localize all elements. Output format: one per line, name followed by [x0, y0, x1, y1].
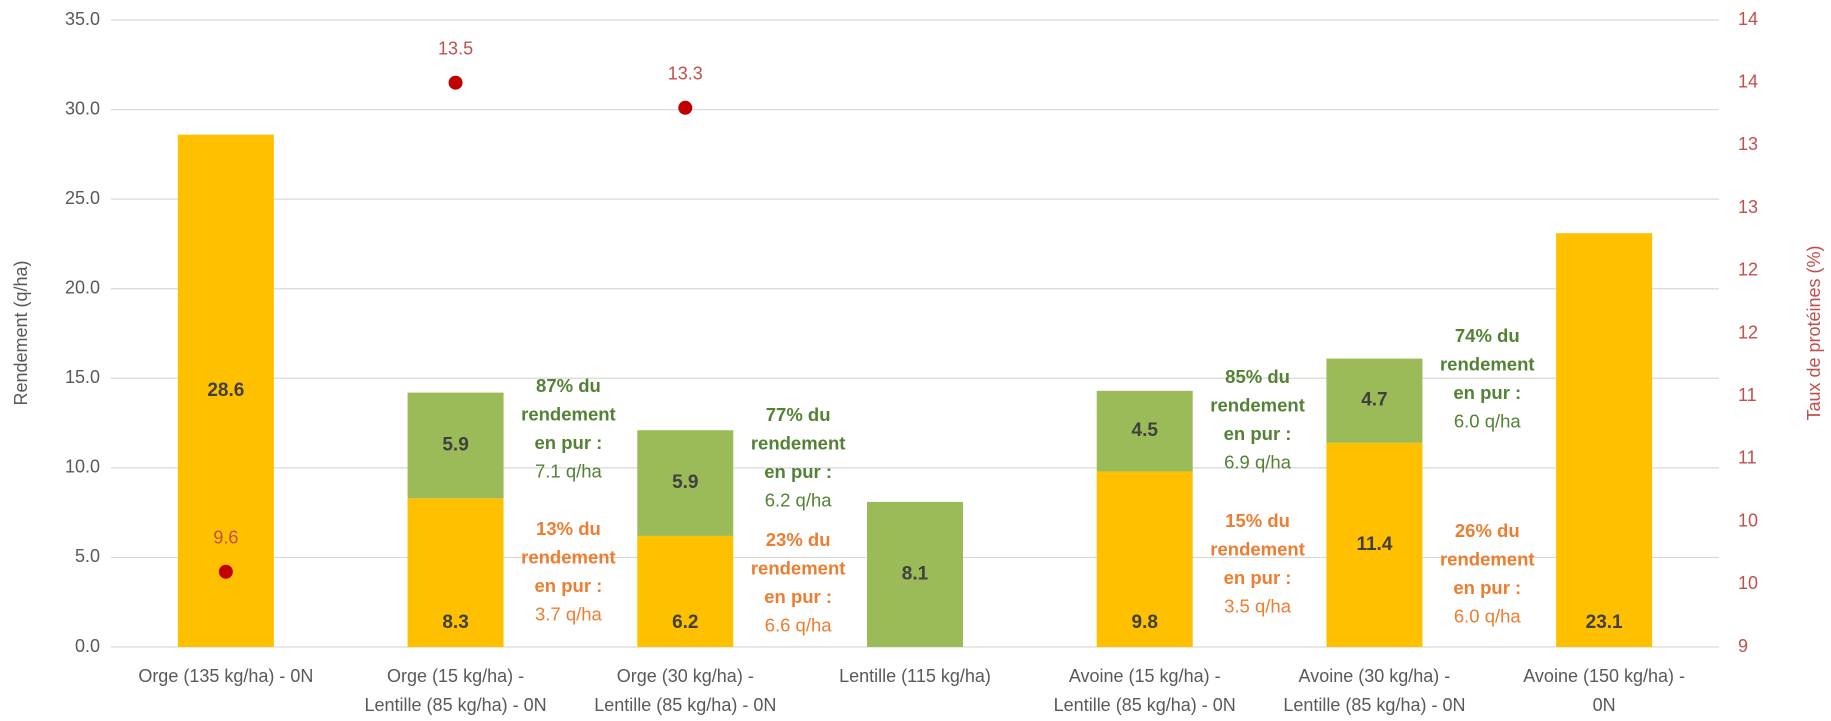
- y-tick-label: 5.0: [75, 546, 100, 566]
- bar-segment: [637, 430, 734, 536]
- y2-tick-label: 14: [1738, 9, 1758, 29]
- annotation-line: en pur :: [764, 461, 832, 482]
- annotation-line: 85% du: [1225, 366, 1290, 387]
- x-tick-label: Lentille (115 kg/ha): [839, 666, 991, 686]
- protein-point: [218, 564, 233, 579]
- y-tick-label: 25.0: [65, 188, 100, 208]
- annotation-line: 87% du: [536, 375, 601, 396]
- annotation-line: rendement: [1210, 538, 1305, 559]
- bar-label: 8.3: [442, 612, 468, 633]
- bar-label: 5.9: [672, 472, 698, 493]
- annotation-line: en pur :: [535, 432, 603, 453]
- bar-segment: [1326, 358, 1423, 443]
- annotation-line: 3.5 q/ha: [1224, 596, 1292, 617]
- annotation-line: rendement: [1440, 353, 1535, 374]
- bar-segment: [1096, 390, 1193, 472]
- y2-tick-label: 11: [1738, 448, 1757, 468]
- annotation-line: rendement: [521, 403, 616, 424]
- annotation-line: 26% du: [1455, 520, 1520, 541]
- y2-tick-label: 13: [1738, 197, 1758, 217]
- x-tick-label: Lentille (85 kg/ha) - 0N: [594, 695, 776, 715]
- bar-label: 23.1: [1586, 612, 1623, 633]
- x-tick-label: Avoine (150 kg/ha) -: [1523, 666, 1685, 686]
- bar-segment: [1326, 442, 1423, 647]
- annotation-line: rendement: [521, 546, 616, 567]
- protein-point: [678, 100, 693, 115]
- annotation-line: 7.1 q/ha: [535, 461, 603, 482]
- annotation-line: 3.7 q/ha: [535, 604, 603, 625]
- y2-tick-label: 12: [1738, 260, 1758, 280]
- annotation-line: rendement: [751, 557, 846, 578]
- annotation-line: rendement: [1440, 548, 1535, 569]
- bar-label: 9.8: [1132, 612, 1158, 633]
- y2-tick-label: 14: [1738, 71, 1758, 91]
- annotation-line: 6.0 q/ha: [1454, 411, 1522, 432]
- annotation-line: rendement: [1210, 394, 1305, 415]
- protein-point: [448, 75, 463, 90]
- bar-label: 4.7: [1361, 390, 1387, 411]
- x-tick-label: Orge (30 kg/ha) -: [617, 666, 754, 686]
- y-tick-label: 35.0: [65, 9, 100, 29]
- annotation-line: en pur :: [1453, 577, 1521, 598]
- y2-tick-label: 12: [1738, 322, 1758, 342]
- annotation-line: 23% du: [766, 529, 831, 550]
- annotation-line: 13% du: [536, 518, 601, 539]
- y-tick-label: 20.0: [65, 277, 100, 297]
- bar-segment: [637, 535, 734, 647]
- y2-tick-label: 11: [1738, 385, 1757, 405]
- bar-label: 6.2: [672, 612, 698, 633]
- bar-segment: [407, 392, 504, 499]
- bar-segment: [867, 501, 963, 647]
- y-axis-title: Rendement (q/ha): [11, 260, 31, 405]
- y2-axis-title: Taux de protéines (%): [1804, 245, 1824, 420]
- annotation-line: en pur :: [535, 575, 603, 596]
- annotation-line: en pur :: [1224, 567, 1292, 588]
- point-label: 13.3: [668, 64, 703, 84]
- annotation-line: rendement: [751, 432, 846, 453]
- point-label: 13.5: [438, 38, 473, 58]
- y-tick-label: 10.0: [65, 457, 100, 477]
- annotation-line: 6.0 q/ha: [1454, 606, 1522, 627]
- y-tick-label: 15.0: [65, 367, 100, 387]
- y2-tick-label: 10: [1738, 510, 1758, 530]
- y-tick-label: 0.0: [75, 636, 100, 656]
- x-tick-label: Orge (135 kg/ha) - 0N: [138, 666, 313, 686]
- annotation-line: en pur :: [1453, 382, 1521, 403]
- x-tick-label: Lentille (85 kg/ha) - 0N: [1054, 695, 1236, 715]
- y2-tick-label: 9: [1738, 636, 1748, 656]
- bar-label: 5.9: [442, 434, 468, 455]
- x-tick-label: 0N: [1593, 695, 1616, 715]
- annotation-line: 6.2 q/ha: [765, 490, 833, 511]
- bar-label: 8.1: [902, 563, 929, 584]
- annotation-line: 6.9 q/ha: [1224, 452, 1292, 473]
- y2-tick-label: 10: [1738, 573, 1758, 593]
- bar-segment: [1556, 233, 1653, 647]
- point-label: 9.6: [213, 528, 238, 548]
- bar-label: 28.6: [207, 380, 244, 401]
- annotation-line: 15% du: [1225, 510, 1290, 531]
- bar-label: 4.5: [1132, 420, 1159, 441]
- x-tick-label: Lentille (85 kg/ha) - 0N: [1283, 695, 1465, 715]
- x-tick-label: Avoine (15 kg/ha) -: [1069, 666, 1221, 686]
- x-tick-label: Avoine (30 kg/ha) -: [1299, 666, 1451, 686]
- bar-label: 11.4: [1356, 534, 1392, 555]
- annotation-line: en pur :: [764, 586, 832, 607]
- annotation-line: 77% du: [766, 404, 831, 425]
- bar-segment: [1096, 471, 1193, 647]
- annotation-line: 6.6 q/ha: [765, 615, 833, 636]
- annotation-line: en pur :: [1224, 423, 1292, 444]
- x-tick-label: Lentille (85 kg/ha) - 0N: [365, 695, 547, 715]
- annotation-line: 74% du: [1455, 325, 1520, 346]
- bar-segment: [177, 134, 274, 647]
- y-tick-label: 30.0: [65, 98, 100, 118]
- x-tick-label: Orge (15 kg/ha) -: [387, 666, 524, 686]
- y2-tick-label: 13: [1738, 134, 1758, 154]
- bar-segment: [407, 498, 504, 647]
